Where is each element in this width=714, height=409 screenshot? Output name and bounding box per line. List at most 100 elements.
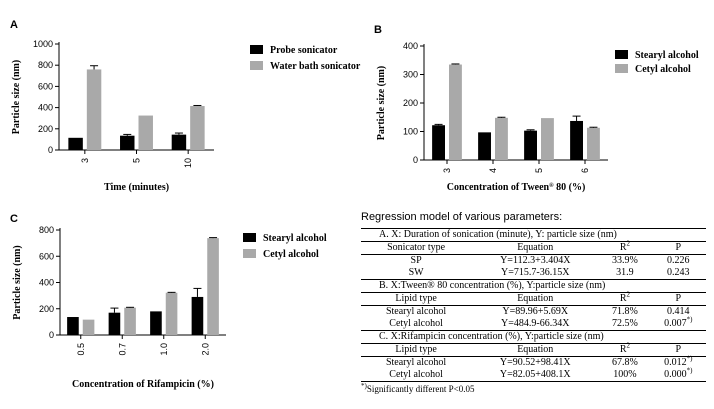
bar — [82, 319, 95, 335]
bar — [120, 135, 135, 150]
column-header: Lipid type — [361, 343, 472, 357]
table-cell-r2: 33.9% — [611, 255, 638, 266]
y-tick-label: 800 — [38, 60, 53, 70]
legend-label: Stearyl alcohol — [263, 233, 327, 244]
regression-section-heading: B. X:Tween® 80 concentration (%), Y:part… — [361, 279, 706, 293]
y-tick-label: 100 — [403, 127, 418, 137]
y-tick-label: 200 — [38, 124, 53, 134]
y-tick-label: 600 — [39, 251, 54, 261]
footnote-text: Significantly different P<0.05 — [366, 384, 475, 394]
table-cell-p: 0.414 — [666, 306, 690, 317]
y-axis-label: Particle size (nm) — [376, 66, 387, 140]
section-heading-text: B. X:Tween® 80 concentration (%), Y:part… — [361, 279, 706, 293]
table-row: SP Y=112.3+3.404X 33.9% 0.226 — [361, 255, 706, 268]
table-cell-eq: Y=89.96+5.69X — [502, 306, 569, 317]
legend-swatch — [243, 233, 256, 242]
x-tick-label: 2.0 — [200, 343, 210, 356]
legend-swatch — [243, 249, 256, 258]
y-tick-label: 400 — [39, 278, 54, 288]
table-row: Cetyl alcohol Y=484.9-66.34X 72.5% 0.007*) — [361, 316, 706, 331]
table-cell-eq: Y=112.3+3.404X — [500, 255, 571, 266]
bar — [207, 238, 219, 335]
y-tick-label: 400 — [38, 103, 53, 113]
y-tick-label: 1000 — [33, 39, 53, 49]
y-tick-label: 300 — [403, 70, 418, 80]
legend-swatch — [615, 50, 628, 59]
x-axis-label: Concentration of Rifampicin (%) — [72, 379, 214, 390]
bar — [190, 106, 205, 150]
regression-section-heading: A. X: Duration of sonication (minute), Y… — [361, 228, 706, 242]
regression-table-panel: Regression model of various parameters: … — [361, 211, 706, 394]
y-tick-label: 0 — [48, 145, 53, 155]
bar — [495, 117, 508, 160]
bar — [86, 69, 102, 150]
table-cell-r2: 31.9 — [616, 267, 634, 278]
y-axis-label: Particle size (nm) — [12, 245, 23, 319]
legend-swatch — [250, 45, 263, 54]
y-axis-label: Particle size (nm) — [11, 60, 22, 134]
table-cell-eq: Y=484.9-66.34X — [501, 318, 570, 329]
column-header: Equation — [471, 343, 600, 357]
panel-label: C — [10, 213, 18, 225]
table-cell-type: Cetyl alcohol — [389, 318, 443, 329]
x-axis-label: Time (minutes) — [104, 182, 169, 193]
bar — [68, 137, 83, 150]
legend-swatch — [615, 64, 628, 73]
bar — [138, 115, 153, 150]
bar — [171, 134, 187, 150]
regression-column-header: Lipid type Equation R2 P — [361, 291, 706, 306]
table-row: Stearyl alcohol Y=90.52+98.41X 67.8% 0.012*… — [361, 354, 706, 370]
x-tick-label: 0.5 — [76, 343, 86, 356]
y-tick-label: 800 — [39, 225, 54, 235]
table-cell-type: SW — [408, 267, 424, 278]
x-tick-label: 0.7 — [117, 343, 127, 356]
y-tick-label: 200 — [39, 304, 54, 314]
bar — [541, 118, 554, 160]
x-tick-label: 5 — [534, 168, 544, 173]
column-header: Lipid type — [361, 292, 472, 306]
column-header: R2 — [599, 291, 651, 306]
legend-label: Cetyl alcohol — [635, 64, 691, 75]
y-tick-label: 400 — [403, 41, 418, 51]
table-cell-type: SP — [410, 255, 422, 266]
panel-label: A — [10, 19, 18, 31]
table-cell-type: Stearyl alcohol — [385, 357, 447, 368]
table-cell-p: 0.243 — [666, 267, 690, 278]
column-header: P — [650, 343, 706, 357]
legend-label: Cetyl alcohol — [263, 249, 319, 260]
bar — [124, 307, 136, 335]
bar — [67, 317, 79, 335]
table-cell-p: 0.000*) — [650, 367, 706, 382]
legend-label: Stearyl alcohol — [635, 50, 699, 61]
y-tick-label: 0 — [49, 330, 54, 340]
x-tick-label: 3 — [442, 168, 452, 173]
bar — [570, 120, 583, 160]
table-cell-eq: Y=82.05+408.1X — [471, 369, 600, 382]
y-tick-label: 600 — [38, 81, 53, 91]
column-header: Sonicator type — [361, 241, 472, 255]
table-row: Stearyl alcohol Y=89.96+5.69X 71.8% 0.414 — [361, 306, 706, 319]
regression-column-header: Lipid type Equation R2 P — [361, 342, 706, 357]
legend-label: Water bath sonicator — [270, 61, 361, 72]
footnote-mark: *) — [361, 382, 367, 390]
bar — [191, 296, 204, 335]
section-heading-text: C. X:Rifampicin concentration (%), Y:par… — [361, 330, 706, 344]
table-cell-type: Stearyl alcohol — [385, 306, 447, 317]
x-tick-label: 4 — [488, 168, 498, 173]
table-cell-eq: Y=715.7-36.15X — [501, 267, 570, 278]
table-cell-p: 0.226 — [666, 255, 690, 266]
column-header: Equation — [471, 292, 600, 306]
column-header: P — [650, 292, 706, 306]
x-tick-label: 3 — [80, 158, 90, 163]
column-header: R2 — [599, 240, 651, 255]
regression-table: A. X: Duration of sonication (minute), Y… — [361, 228, 706, 382]
table-cell-p: 0.012*) — [664, 354, 693, 368]
y-tick-label: 200 — [403, 98, 418, 108]
table-cell-r2: 71.8% — [611, 306, 638, 317]
legend-label: Probe sonicator — [270, 45, 338, 56]
column-header: Equation — [471, 241, 600, 255]
x-tick-label: 5 — [132, 158, 142, 163]
table-cell-r2: 100% — [599, 369, 651, 382]
panel-label: B — [374, 24, 382, 36]
